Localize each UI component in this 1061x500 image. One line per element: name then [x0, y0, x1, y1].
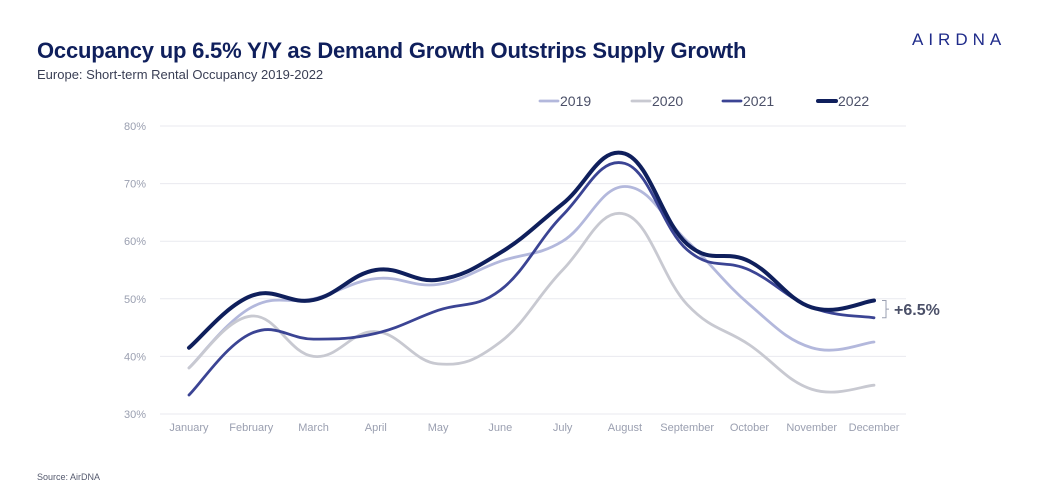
y-tick-label: 40%: [124, 351, 146, 363]
chart-subtitle: Europe: Short-term Rental Occupancy 2019…: [37, 67, 324, 82]
y-tick-label: 30%: [124, 409, 146, 421]
y-tick-label: 50%: [124, 294, 146, 306]
x-tick-label: April: [365, 422, 387, 434]
source-note: Source: AirDNA: [37, 472, 101, 482]
x-tick-label: August: [608, 422, 642, 434]
x-tick-label: November: [786, 422, 837, 434]
annotation-label: +6.5%: [894, 302, 940, 319]
x-tick-label: February: [229, 422, 274, 434]
legend-label-2021: 2021: [743, 93, 774, 109]
gridlines: [160, 125, 906, 415]
series-line-2020: [187, 211, 876, 394]
y-tick-label: 60%: [124, 236, 146, 248]
legend: 2019 2020 2021 2022: [538, 93, 869, 109]
x-tick-label: October: [730, 422, 769, 434]
legend-label-2019: 2019: [560, 93, 591, 109]
legend-label-2022: 2022: [838, 93, 869, 109]
y-tick-label: 80%: [124, 121, 146, 133]
series-lines: [187, 150, 876, 397]
annotation-bracket: [882, 300, 889, 319]
x-tick-label: September: [660, 422, 714, 434]
airdna-logo: AIRDNA: [912, 30, 1007, 49]
legend-label-2020: 2020: [652, 93, 683, 109]
series-line-2022: [187, 150, 876, 350]
x-tick-label: December: [849, 422, 900, 434]
x-tick-label: January: [169, 422, 209, 434]
y-axis-ticks: 30% 40% 50% 60% 70% 80%: [124, 121, 146, 421]
x-tick-label: June: [488, 422, 512, 434]
x-tick-label: July: [553, 422, 573, 434]
chart-title: Occupancy up 6.5% Y/Y as Demand Growth O…: [37, 38, 747, 63]
series-line-2021: [187, 161, 876, 397]
yoy-annotation: +6.5%: [882, 300, 940, 319]
y-tick-label: 70%: [124, 179, 146, 191]
x-tick-label: March: [298, 422, 329, 434]
x-tick-label: May: [428, 422, 449, 434]
x-axis-ticks: January February March April May June July Augu…: [169, 422, 899, 434]
